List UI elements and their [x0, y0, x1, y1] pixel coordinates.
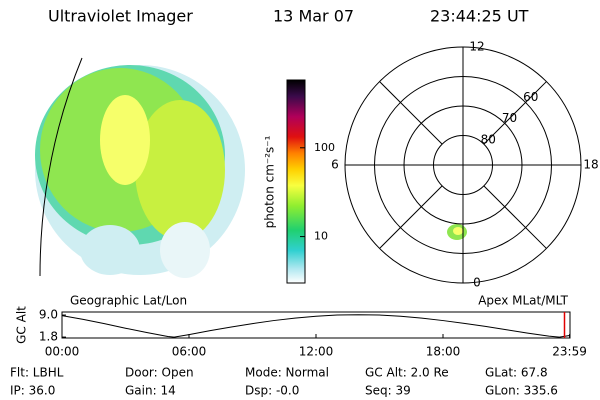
info-field: Dsp: -0.0 — [245, 384, 299, 398]
footer: Flt: LBHL Door: Open Mode: Normal GC Alt: 2… — [10, 366, 558, 398]
colorbar-ticks: 10 100 — [300, 141, 335, 243]
lat-ring — [433, 135, 493, 195]
info-field: Mode: Normal — [245, 366, 329, 380]
x-tick-label: 12:00 — [299, 345, 334, 359]
date: 13 Mar 07 — [273, 7, 354, 26]
altitude-line — [61, 314, 570, 338]
y-tick-label: 9.0 — [39, 308, 58, 322]
geo-label: Geographic Lat/Lon — [70, 294, 187, 308]
x-tick-label: 23:59 — [552, 345, 587, 359]
tick-label: 10 — [314, 230, 328, 243]
info-field: Gain: 14 — [125, 384, 176, 398]
info-field: GLon: 335.6 — [485, 384, 558, 398]
spoke — [379, 81, 443, 145]
info-field: IP: 36.0 — [10, 384, 55, 398]
x-tick-label: 00:00 — [45, 345, 80, 359]
info-field: GLat: 67.8 — [485, 366, 548, 380]
lat-ring — [374, 76, 552, 254]
spoke — [483, 81, 547, 145]
title: Ultraviolet Imager — [48, 7, 193, 26]
info-field: Door: Open — [125, 366, 194, 380]
mlt-label: 18 — [583, 158, 598, 172]
mlt-label: 12 — [469, 40, 484, 54]
colorbar — [286, 79, 306, 284]
lat-ring — [403, 105, 523, 225]
info-field: Seq: 39 — [365, 384, 411, 398]
altitude-plot: 9.0 1.800:00 06:00 12:00 18:00 23:59 — [39, 308, 587, 359]
x-tick-label: 18:00 — [426, 345, 461, 359]
tick-label: 100 — [314, 141, 335, 154]
mlt-label: 6 — [331, 158, 339, 172]
y-label: GC Alt — [15, 306, 29, 344]
lat-label: 80 — [481, 132, 496, 146]
colorbar-label: photon cm⁻²s⁻¹ — [263, 135, 277, 228]
geo-image — [35, 57, 245, 278]
info-field: GC Alt: 2.0 Re — [365, 366, 449, 380]
x-tick-label: 06:00 — [172, 345, 207, 359]
spoke — [379, 185, 443, 249]
lat-label: 70 — [502, 111, 517, 125]
mlt-label: 0 — [473, 276, 481, 290]
spoke — [483, 185, 547, 249]
info-field: Flt: LBHL — [10, 366, 64, 380]
lat-label: 60 — [523, 90, 538, 104]
polar-label: Apex MLat/MLT — [478, 294, 568, 308]
y-tick-label: 1.8 — [39, 330, 58, 344]
time: 23:44:25 UT — [430, 7, 529, 26]
